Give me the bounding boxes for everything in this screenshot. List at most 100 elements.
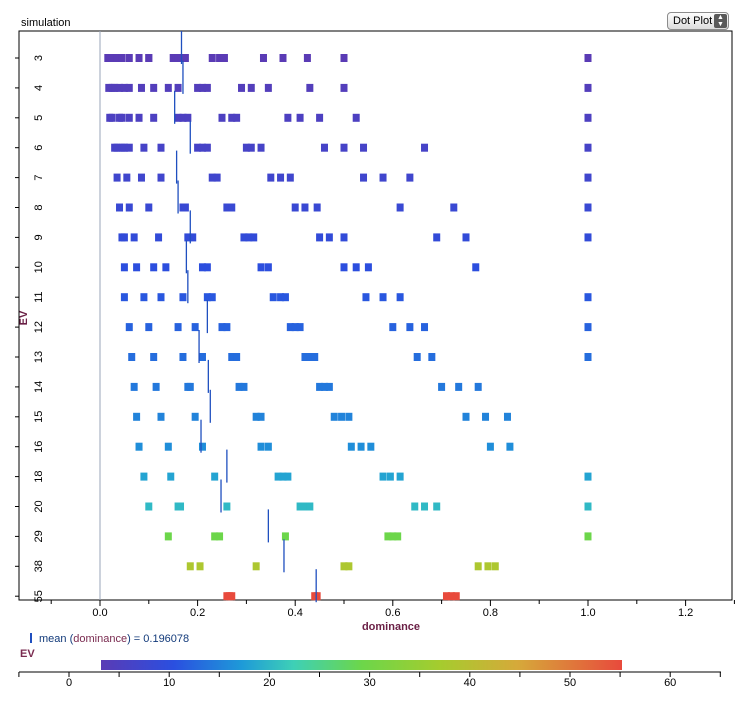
data-point (242, 143, 250, 152)
data-point (352, 263, 360, 272)
colorbar-tick-label: 60 (664, 677, 676, 689)
data-point (145, 54, 153, 62)
data-point (277, 173, 285, 182)
data-point (340, 83, 348, 92)
data-point (218, 323, 226, 332)
y-tick-label: 9 (33, 234, 45, 240)
y-tick-label: 20 (33, 500, 45, 512)
data-point (284, 113, 292, 122)
data-point (189, 233, 197, 242)
colorbar-tick-label: 0 (66, 677, 72, 689)
data-point (584, 143, 592, 152)
data-point (584, 532, 592, 541)
data-point (296, 502, 304, 511)
data-point (150, 83, 158, 92)
data-point (179, 353, 187, 361)
data-point (279, 54, 287, 62)
data-point (472, 263, 480, 272)
data-point (584, 323, 592, 332)
plot-type-select[interactable]: Dot Plot ▲ ▼ (667, 12, 729, 30)
data-point (296, 323, 304, 332)
y-tick-label: 4 (33, 85, 45, 91)
data-point (184, 113, 192, 122)
data-point (257, 442, 265, 451)
y-tick-label: 10 (33, 261, 45, 273)
data-point (150, 113, 158, 122)
data-point (325, 382, 333, 391)
data-point (137, 83, 145, 92)
data-point (301, 502, 309, 511)
data-point (264, 83, 272, 92)
data-point (150, 263, 158, 272)
plot-type-selected: Dot Plot (673, 15, 713, 27)
data-point (474, 562, 482, 571)
data-point (362, 293, 370, 302)
data-point (162, 263, 170, 272)
data-point (584, 502, 592, 511)
data-point (211, 472, 219, 481)
data-point (379, 293, 387, 302)
data-point (360, 143, 368, 152)
colorbar-label: EV (20, 648, 35, 660)
x-tick-label: 0.4 (288, 607, 303, 619)
data-point (413, 353, 421, 361)
data-point (482, 412, 490, 421)
data-point (191, 412, 199, 421)
data-point (360, 173, 368, 182)
y-tick-label: 29 (33, 530, 45, 542)
plot-frame (18, 30, 733, 601)
data-point (421, 323, 429, 332)
data-point (584, 54, 592, 62)
data-point (396, 203, 404, 212)
data-point (157, 412, 165, 421)
y-tick-label: 5 (33, 115, 45, 121)
data-point (291, 203, 299, 212)
data-point (428, 353, 436, 361)
y-tick-label: 16 (33, 441, 45, 453)
data-point (108, 113, 116, 122)
data-point (164, 442, 172, 451)
data-point (203, 143, 211, 152)
data-point (191, 323, 199, 332)
data-point (203, 263, 211, 272)
data-point (181, 54, 189, 62)
data-point (503, 412, 511, 421)
data-point (125, 203, 133, 212)
data-point (135, 54, 143, 62)
data-point (379, 173, 387, 182)
data-point (433, 502, 441, 511)
data-point (145, 203, 153, 212)
data-point (240, 382, 248, 391)
data-point (259, 54, 267, 62)
data-point (286, 323, 294, 332)
data-point (447, 592, 455, 601)
y-tick-label: 8 (33, 204, 45, 210)
data-point (113, 173, 121, 182)
data-point (150, 353, 158, 361)
data-point (396, 293, 404, 302)
data-point (340, 233, 348, 242)
data-point (167, 472, 175, 481)
data-point (125, 323, 133, 332)
data-point (133, 412, 141, 421)
data-point (325, 233, 333, 242)
data-point (584, 173, 592, 182)
data-point (223, 323, 231, 332)
data-point (184, 233, 192, 242)
data-point (291, 323, 299, 332)
data-point (179, 113, 187, 122)
data-point (406, 173, 414, 182)
data-point (164, 83, 172, 92)
data-point (155, 233, 163, 242)
data-point (238, 83, 246, 92)
data-point (116, 83, 124, 92)
data-point (177, 502, 185, 511)
chevron-updown-icon: ▲ ▼ (714, 14, 727, 28)
y-tick-label: 12 (33, 321, 45, 333)
data-point (306, 83, 314, 92)
data-point (279, 472, 287, 481)
data-point (484, 562, 492, 571)
colorbar-tick-label: 40 (464, 677, 476, 689)
y-tick-label: 38 (33, 560, 45, 572)
data-point (233, 113, 241, 122)
